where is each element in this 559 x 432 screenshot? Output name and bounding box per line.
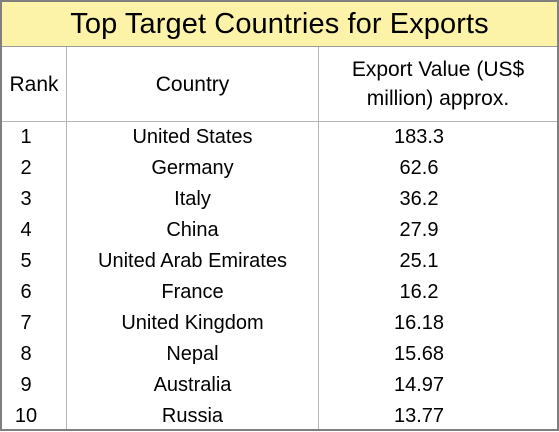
country-cell: Italy: [174, 188, 211, 210]
value-cell: 36.2: [399, 188, 439, 210]
column-divider: [318, 47, 319, 121]
header-export-value: Export Value (US$ million) approx.: [351, 58, 525, 110]
header-rank: Rank: [9, 72, 59, 96]
table-row: 3 Italy 36.2: [2, 184, 557, 215]
table-row: 9 Australia 14.97: [2, 370, 557, 401]
column-divider: [66, 122, 67, 429]
rank-cell: 8: [20, 343, 32, 365]
table-title-bar: Top Target Countries for Exports: [2, 2, 557, 47]
country-cell: Russia: [161, 405, 224, 427]
header-country: Country: [155, 72, 230, 96]
value-cell: 62.6: [399, 157, 439, 179]
value-cell: 16.18: [393, 312, 445, 334]
country-cell: Nepal: [166, 343, 219, 365]
value-cell: 13.77: [393, 405, 445, 427]
value-cell: 16.2: [399, 281, 439, 303]
country-cell: France: [161, 281, 224, 303]
table-row: 2 Germany 62.6: [2, 153, 557, 184]
rank-cell: 7: [20, 312, 32, 334]
rank-cell: 10: [14, 405, 38, 427]
column-divider: [66, 47, 67, 121]
table-row: 1 United States 183.3: [2, 122, 557, 153]
country-cell: Australia: [153, 374, 232, 396]
rank-cell: 9: [20, 374, 32, 396]
country-cell: Germany: [151, 157, 234, 179]
country-cell: China: [166, 219, 219, 241]
value-cell: 183.3: [393, 126, 445, 148]
rank-cell: 5: [20, 250, 32, 272]
rank-cell: 1: [20, 126, 32, 148]
table-header-row: Rank Country Export Value (US$ million) …: [2, 47, 557, 122]
value-cell: 15.68: [393, 343, 445, 365]
column-divider: [318, 122, 319, 429]
rank-cell: 4: [20, 219, 32, 241]
table-row: 7 United Kingdom 16.18: [2, 308, 557, 339]
country-cell: United States: [132, 126, 253, 148]
value-cell: 14.97: [393, 374, 445, 396]
table-title: Top Target Countries for Exports: [70, 7, 489, 40]
table-row: 6 France 16.2: [2, 277, 557, 308]
rank-cell: 6: [20, 281, 32, 303]
table-row: 8 Nepal 15.68: [2, 339, 557, 370]
table-row: 10 Russia 13.77: [2, 401, 557, 432]
value-cell: 25.1: [399, 250, 439, 272]
table-row: 5 United Arab Emirates 25.1: [2, 246, 557, 277]
table-row: 4 China 27.9: [2, 215, 557, 246]
country-cell: United Kingdom: [121, 312, 264, 334]
rank-cell: 3: [20, 188, 32, 210]
value-cell: 27.9: [399, 219, 439, 241]
table-body: 1 United States 183.3 2 Germany 62.6 3 I…: [2, 122, 557, 429]
country-cell: United Arab Emirates: [98, 250, 287, 272]
rank-cell: 2: [20, 157, 32, 179]
